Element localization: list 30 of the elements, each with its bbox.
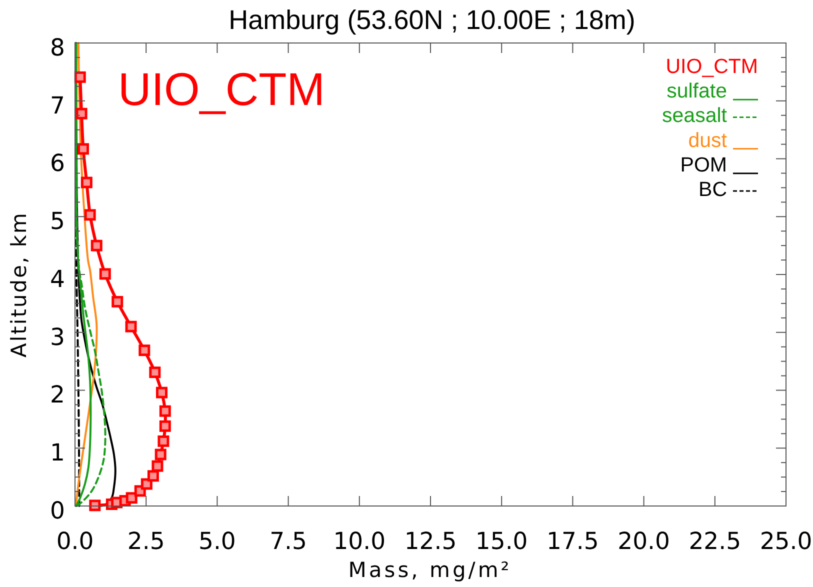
text: UIO_CTM: [666, 55, 758, 78]
annotation: UIO_CTM: [118, 63, 325, 115]
x-tick-label: 7.5: [270, 527, 307, 555]
y-tick-label: 6: [50, 149, 65, 178]
y-tick-label: 0: [50, 496, 65, 524]
chart-title: Hamburg (53.60N ; 10.00E ; 18m): [228, 5, 636, 35]
x-tick-label: 0.0: [56, 527, 94, 555]
legend-label: dust: [688, 128, 728, 152]
y-tick-label: 7: [50, 91, 65, 120]
x-tick-label: 12.5: [404, 527, 457, 555]
x-tick-label: 2.5: [127, 527, 165, 555]
y-tick-label: 1: [50, 438, 65, 467]
y-axis-title: Altitude, km: [7, 211, 31, 358]
x-axis-title: Mass, mg/m²: [348, 558, 512, 582]
legend-label: seasalt: [662, 104, 728, 128]
x-tick-label: 20.0: [618, 527, 670, 555]
x-tick-label: 17.5: [546, 527, 599, 555]
legend-label: POM: [680, 153, 727, 176]
x-tick-label: 5.0: [198, 527, 236, 555]
x-tick-label: 22.5: [688, 527, 742, 555]
x-tick-label: 15.0: [475, 527, 528, 555]
y-tick-label: 8: [50, 33, 65, 62]
x-tick-label: 25.0: [760, 527, 812, 555]
y-tick-label: 3: [50, 322, 65, 351]
y-tick-label: 2: [50, 380, 65, 409]
legend-label: sulfate: [666, 80, 727, 103]
y-tick-label: 4: [50, 264, 65, 293]
y-tick-label: 5: [50, 207, 65, 236]
legend-label: BC: [698, 178, 728, 201]
x-tick-label: 10.0: [333, 527, 386, 555]
